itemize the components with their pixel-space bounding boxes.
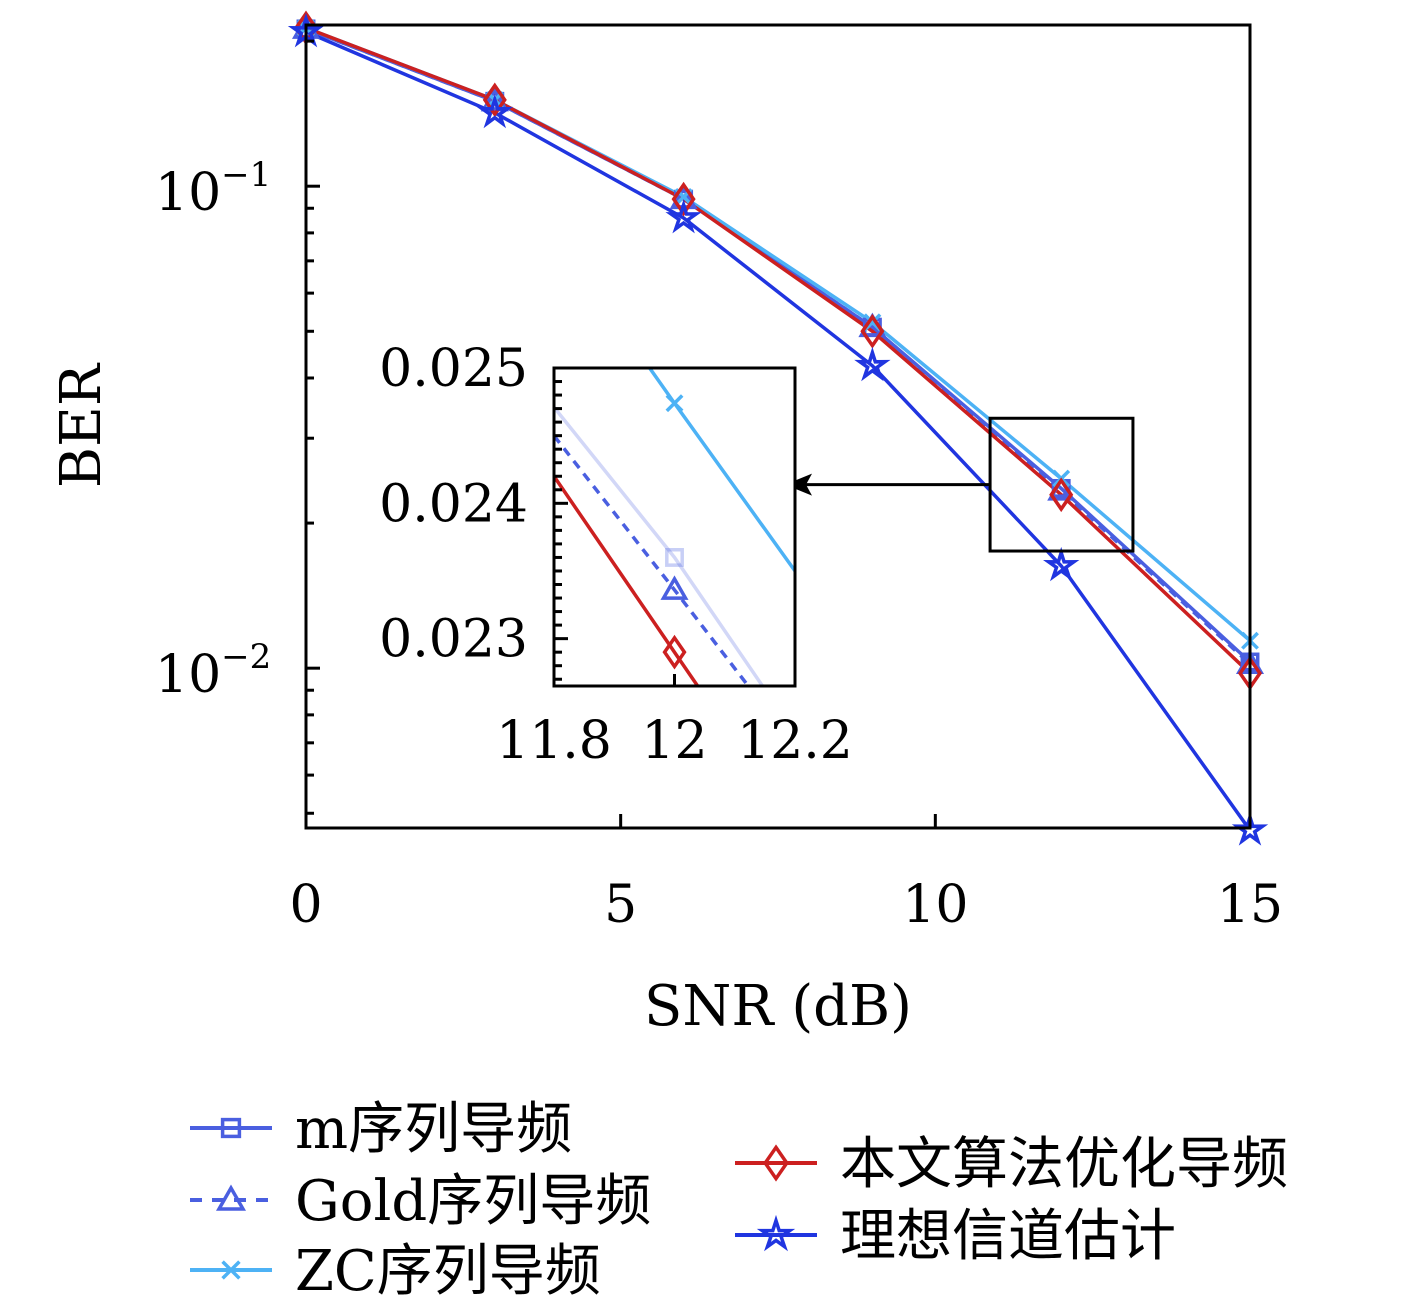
series-line-3 (306, 26, 1250, 675)
inset-data-point (662, 634, 687, 670)
data-point (860, 313, 885, 349)
data-point (854, 346, 891, 382)
inset-series-line (554, 475, 700, 686)
x-tick-label: 0 (289, 875, 322, 935)
inset-x-tick-label: 12 (641, 711, 707, 771)
inset-x-tick-label: 12.2 (737, 711, 853, 771)
axes-frame (304, 23, 1252, 830)
data-point (1049, 477, 1074, 513)
inset-y-tick-label: 0.023 (379, 610, 528, 670)
inset-marker (662, 634, 687, 670)
inset-y-tick-label: 0.024 (379, 474, 528, 534)
legend-label: Gold序列导频 (295, 1169, 651, 1234)
legend-label: 本文算法优化导频 (840, 1132, 1288, 1197)
legend-label: ZC序列导频 (295, 1239, 601, 1304)
axis-ticks: 0 5 10 15 10−1 10−2 (155, 39, 1283, 935)
x-axis-label: SNR (dB) (644, 974, 912, 1039)
zoom-region (785, 416, 1135, 553)
inset-data-point (665, 394, 684, 413)
inset-marker (660, 575, 689, 600)
legend-label: m序列导频 (295, 1097, 572, 1162)
arrow-head (785, 473, 812, 496)
legend-triangle-icon (215, 1184, 247, 1211)
data-point (671, 181, 696, 217)
inset-marker (665, 394, 684, 413)
inset-axes: 11.8 12 12.2 0.025 0.024 0.023 (379, 339, 853, 771)
data-point (1231, 811, 1269, 846)
y-tick-label: 10−2 (155, 637, 271, 705)
x-tick-label: 10 (902, 875, 968, 935)
data-point (1043, 546, 1080, 582)
data-point (665, 198, 702, 234)
inset-data-point (665, 547, 684, 567)
legend-x-icon (221, 1260, 241, 1280)
legend-item: ZC序列导频 (190, 1239, 601, 1304)
legend-diamond-icon (763, 1144, 789, 1182)
legend-item: m序列导频 (190, 1097, 572, 1162)
inset-marker (665, 547, 684, 567)
data-point (480, 86, 509, 112)
x-tick-label: 15 (1217, 875, 1283, 935)
data-point (476, 93, 513, 129)
data-point (482, 82, 507, 118)
inset-y-tick-label: 0.025 (379, 339, 528, 399)
legend-label: 理想信道估计 (840, 1204, 1176, 1269)
x-tick-label: 5 (604, 875, 637, 935)
inset-x-tick-label: 11.8 (496, 711, 612, 771)
inset-data-point (660, 575, 689, 600)
legend-square-icon (220, 1117, 242, 1139)
inset-series-line (554, 434, 751, 686)
y-tick-label: 10−1 (155, 155, 271, 223)
plot-area (306, 26, 1250, 828)
legend-item: Gold序列导频 (190, 1169, 651, 1234)
legend-item: 理想信道估计 (735, 1204, 1176, 1269)
series-line-4 (306, 30, 1250, 828)
y-axis-label: BER (49, 362, 114, 488)
legend-star-icon (756, 1214, 796, 1252)
inset-series-line (554, 406, 765, 686)
legend-item: 本文算法优化导频 (735, 1132, 1288, 1197)
